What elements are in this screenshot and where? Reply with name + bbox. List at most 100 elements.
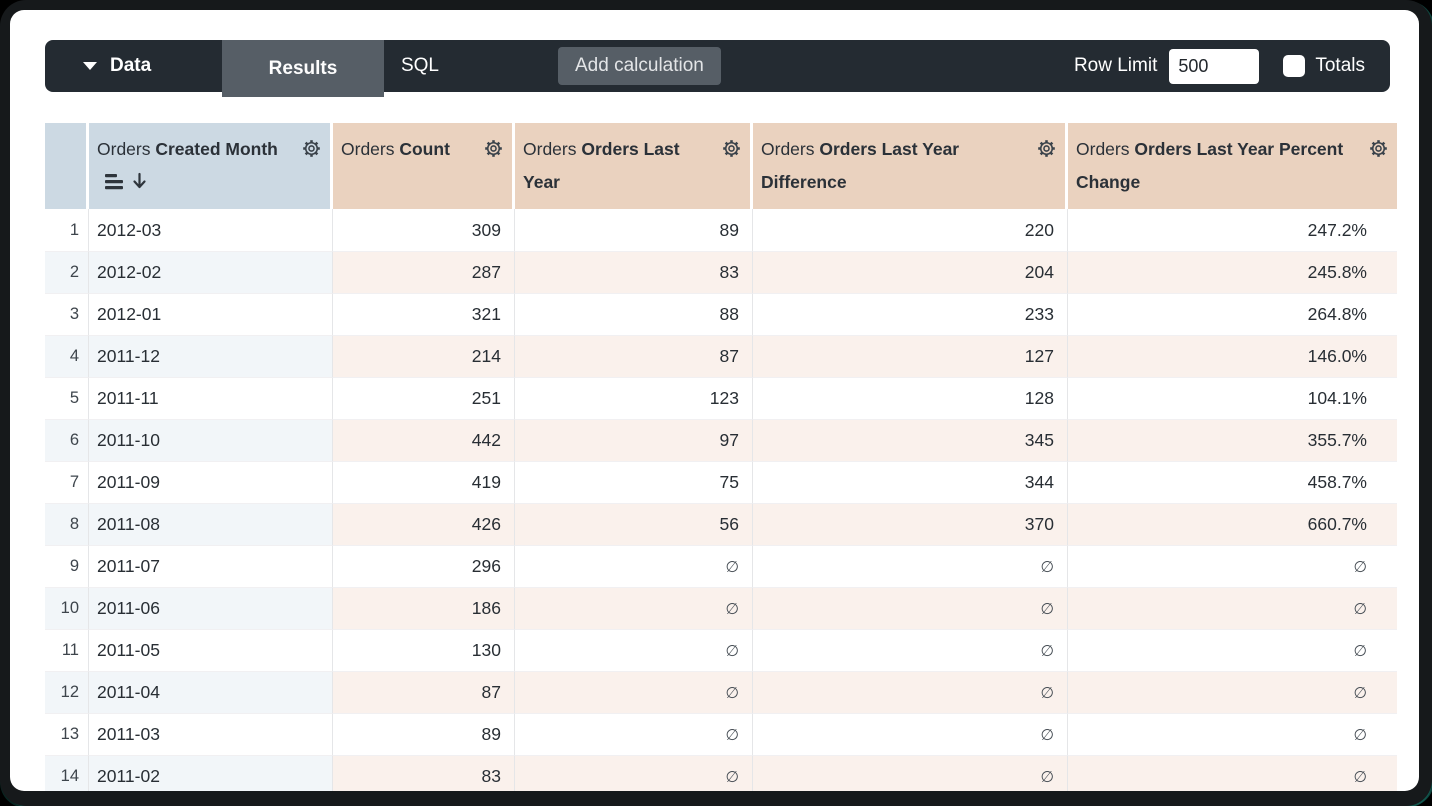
measure-cell[interactable]: 83 (333, 755, 515, 791)
toolbar: Data Results SQL Add calculation Row Lim… (45, 40, 1390, 97)
tab-data[interactable]: Data (45, 40, 222, 92)
measure-cell[interactable]: 186 (333, 587, 515, 629)
measure-cell[interactable]: ∅ (1068, 671, 1397, 713)
column-header-label: Orders Orders Last Year Difference (761, 139, 960, 192)
measure-cell[interactable]: ∅ (753, 545, 1068, 587)
measure-cell[interactable]: ∅ (1068, 755, 1397, 791)
dimension-cell[interactable]: 2011-03 (89, 713, 333, 755)
measure-cell[interactable]: 264.8% (1068, 293, 1397, 335)
measure-cell[interactable]: ∅ (1068, 545, 1397, 587)
column-header-orders-last-year-difference[interactable]: Orders Orders Last Year Difference (753, 123, 1068, 209)
measure-cell[interactable]: 344 (753, 461, 1068, 503)
measure-cell[interactable]: ∅ (515, 755, 753, 791)
table-row: 9 2011-07 296 ∅ ∅ ∅ (45, 545, 1397, 587)
column-header-orders-last-year-percent-change[interactable]: Orders Orders Last Year Percent Change (1068, 123, 1397, 209)
dimension-cell[interactable]: 2011-09 (89, 461, 333, 503)
measure-cell[interactable]: 87 (515, 335, 753, 377)
tab-results[interactable]: Results (222, 40, 384, 97)
measure-cell[interactable]: 88 (515, 293, 753, 335)
measure-cell[interactable]: 426 (333, 503, 515, 545)
totals-checkbox[interactable] (1283, 55, 1306, 77)
measure-cell[interactable]: 104.1% (1068, 377, 1397, 419)
gear-icon[interactable] (721, 137, 742, 170)
measure-cell[interactable]: 204 (753, 251, 1068, 293)
dimension-cell[interactable]: 2011-06 (89, 587, 333, 629)
dimension-cell[interactable]: 2011-11 (89, 377, 333, 419)
measure-cell[interactable]: 660.7% (1068, 503, 1397, 545)
measure-cell[interactable]: ∅ (753, 629, 1068, 671)
measure-cell[interactable]: 296 (333, 545, 515, 587)
dimension-cell[interactable]: 2011-10 (89, 419, 333, 461)
measure-cell[interactable]: ∅ (515, 713, 753, 755)
dimension-cell[interactable]: 2011-08 (89, 503, 333, 545)
measure-cell[interactable]: ∅ (515, 545, 753, 587)
dimension-cell[interactable]: 2011-02 (89, 755, 333, 791)
dimension-cell[interactable]: 2012-01 (89, 293, 333, 335)
measure-cell[interactable]: ∅ (515, 587, 753, 629)
measure-cell[interactable]: 370 (753, 503, 1068, 545)
add-calculation-button[interactable]: Add calculation (558, 47, 721, 85)
measure-cell[interactable]: 220 (753, 209, 1068, 251)
dimension-cell[interactable]: 2011-04 (89, 671, 333, 713)
row-number: 13 (45, 713, 89, 755)
measure-cell[interactable]: 214 (333, 335, 515, 377)
measure-cell[interactable]: 89 (333, 713, 515, 755)
measure-cell[interactable]: 345 (753, 419, 1068, 461)
null-value: ∅ (725, 685, 739, 702)
measure-cell[interactable]: 419 (333, 461, 515, 503)
gear-icon[interactable] (301, 137, 322, 170)
measure-cell[interactable]: ∅ (1068, 587, 1397, 629)
measure-cell[interactable]: 127 (753, 335, 1068, 377)
measure-cell[interactable]: ∅ (753, 755, 1068, 791)
measure-cell[interactable]: 75 (515, 461, 753, 503)
toolbar-right-group: Row Limit Totals (1074, 48, 1390, 84)
row-number: 6 (45, 419, 89, 461)
dimension-cell[interactable]: 2011-07 (89, 545, 333, 587)
measure-cell[interactable]: 251 (333, 377, 515, 419)
measure-cell[interactable]: 130 (333, 629, 515, 671)
measure-cell[interactable]: 355.7% (1068, 419, 1397, 461)
measure-cell[interactable]: ∅ (515, 629, 753, 671)
row-limit-input[interactable] (1169, 48, 1260, 84)
measure-cell[interactable]: 233 (753, 293, 1068, 335)
column-header-count[interactable]: Orders Count (333, 123, 515, 209)
table-row: 4 2011-12 214 87 127 146.0% (45, 335, 1397, 377)
measure-cell[interactable]: 128 (753, 377, 1068, 419)
table-row: 10 2011-06 186 ∅ ∅ ∅ (45, 587, 1397, 629)
row-number: 5 (45, 377, 89, 419)
measure-cell[interactable]: 245.8% (1068, 251, 1397, 293)
measure-cell[interactable]: ∅ (753, 587, 1068, 629)
null-value: ∅ (1353, 559, 1367, 576)
measure-cell[interactable]: 309 (333, 209, 515, 251)
null-value: ∅ (725, 643, 739, 660)
measure-cell[interactable]: 146.0% (1068, 335, 1397, 377)
dimension-cell[interactable]: 2012-03 (89, 209, 333, 251)
measure-cell[interactable]: 123 (515, 377, 753, 419)
measure-cell[interactable]: ∅ (515, 671, 753, 713)
measure-cell[interactable]: 442 (333, 419, 515, 461)
gear-icon[interactable] (1368, 137, 1389, 170)
dimension-cell[interactable]: 2011-12 (89, 335, 333, 377)
column-header-orders-last-year[interactable]: Orders Orders Last Year (515, 123, 753, 209)
arrow-down-icon (132, 168, 147, 201)
measure-cell[interactable]: 247.2% (1307, 219, 1367, 240)
dimension-cell[interactable]: 2011-05 (89, 629, 333, 671)
row-number: 9 (45, 545, 89, 587)
dimension-cell[interactable]: 2012-02 (89, 251, 333, 293)
measure-cell[interactable]: 56 (515, 503, 753, 545)
measure-cell[interactable]: 87 (333, 671, 515, 713)
measure-cell[interactable]: 89 (515, 209, 753, 251)
gear-icon[interactable] (483, 137, 504, 170)
column-header-created-month[interactable]: Orders Created Month (89, 123, 333, 209)
measure-cell[interactable]: ∅ (753, 713, 1068, 755)
tab-sql[interactable]: SQL (384, 40, 456, 92)
measure-cell[interactable]: ∅ (753, 671, 1068, 713)
measure-cell[interactable]: 83 (515, 251, 753, 293)
measure-cell[interactable]: 458.7% (1068, 461, 1397, 503)
gear-icon[interactable] (1036, 137, 1057, 170)
measure-cell[interactable]: 321 (333, 293, 515, 335)
measure-cell[interactable]: 97 (515, 419, 753, 461)
measure-cell[interactable]: ∅ (1068, 629, 1397, 671)
measure-cell[interactable]: 287 (333, 251, 515, 293)
measure-cell[interactable]: ∅ (1068, 713, 1397, 755)
